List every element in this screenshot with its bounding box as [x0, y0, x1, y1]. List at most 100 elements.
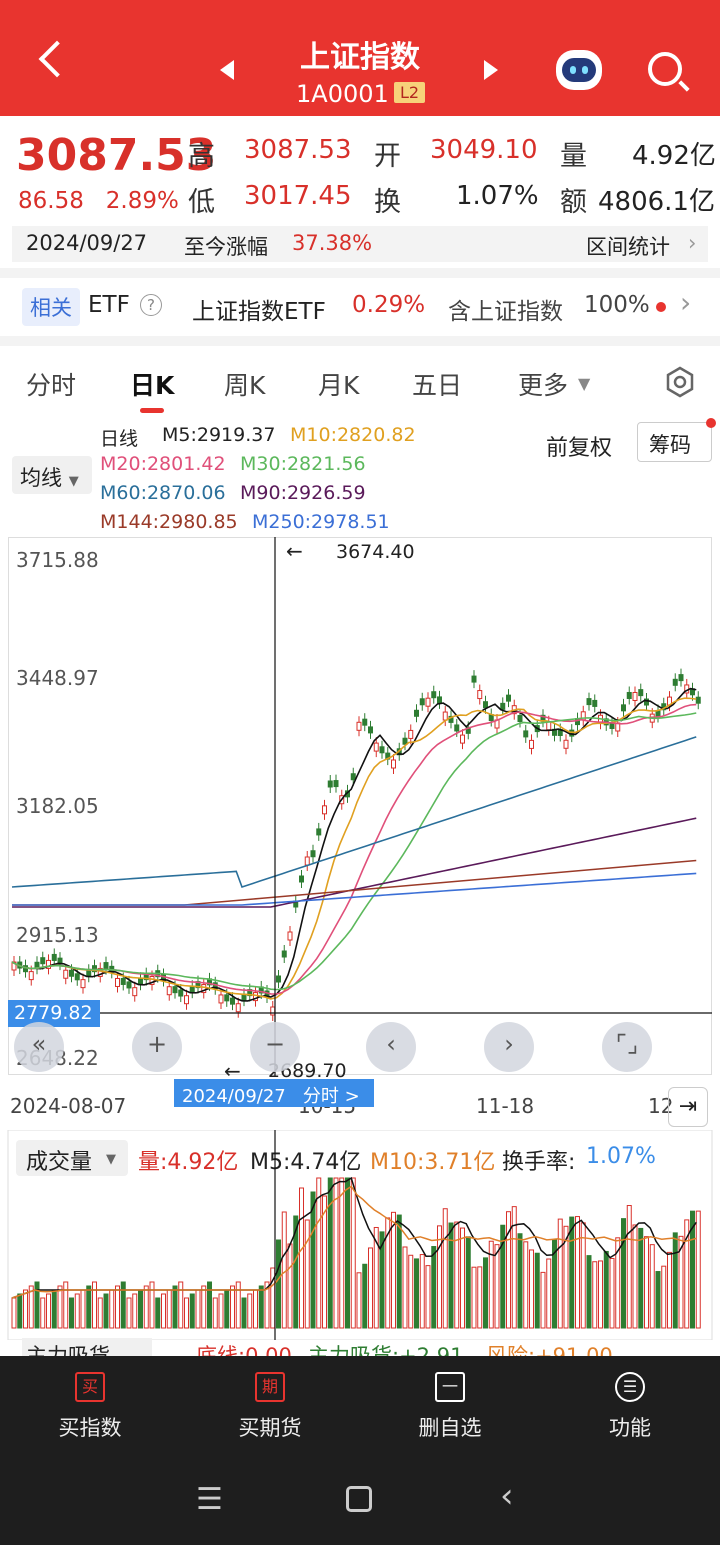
turnover-label: 换: [374, 187, 401, 218]
dot-icon: [656, 302, 666, 312]
candle: [414, 709, 419, 717]
cursor-date-pill[interactable]: 2024/09/27 分时 >: [174, 1079, 374, 1107]
candle: [695, 696, 701, 704]
tab-daily-k[interactable]: 日K: [130, 371, 175, 400]
futures-icon: 期: [255, 1372, 285, 1402]
y-tick: 2915.13: [16, 923, 99, 947]
chip-button[interactable]: 筹码: [637, 422, 712, 462]
volume-bar: [684, 1219, 690, 1329]
kline-chart[interactable]: [0, 537, 720, 1077]
period-tabs: 分时 日K 周K 月K 五日 更多 ▼: [0, 352, 720, 414]
volume-bar: [517, 1233, 523, 1329]
volume-bar: [120, 1281, 126, 1329]
volume-bar: [126, 1297, 132, 1329]
tab-monthly-k[interactable]: 月K: [318, 371, 360, 400]
candle: [299, 875, 304, 883]
candle: [63, 969, 69, 979]
home-nav-icon[interactable]: [346, 1486, 372, 1512]
since-date-bar[interactable]: 2024/09/27 至今涨幅 37.38% 区间统计 ›: [12, 226, 708, 262]
contains-label: 含上证指数: [448, 299, 563, 325]
candle: [28, 971, 34, 981]
last-price: 3087.53: [16, 130, 217, 181]
since-label: 至今涨幅: [184, 235, 268, 259]
candle: [224, 994, 230, 1002]
volume-bar: [333, 1177, 339, 1329]
volume-bar: [92, 1281, 97, 1329]
volume-bar: [201, 1285, 207, 1329]
volume-bar: [471, 1266, 477, 1329]
y-tick: 3448.97: [16, 666, 99, 690]
volume-bar: [529, 1249, 534, 1329]
buy-futures-button[interactable]: 期 买期货: [200, 1372, 340, 1442]
volume-bar: [224, 1289, 230, 1329]
robot-assistant-icon[interactable]: [556, 50, 602, 90]
candle: [218, 994, 224, 1004]
level2-badge: L2: [394, 82, 426, 103]
interval-stats[interactable]: 区间统计: [586, 235, 670, 259]
candle: [126, 981, 132, 989]
scroll-right-button[interactable]: ›: [484, 1022, 534, 1072]
volume-indicator-button[interactable]: [16, 1140, 128, 1176]
candle: [235, 1003, 241, 1013]
volume-bar: [586, 1255, 592, 1329]
candle: [500, 702, 506, 710]
scroll-left-button[interactable]: ‹: [366, 1022, 416, 1072]
since-date: 2024/09/27: [26, 231, 148, 255]
open-value: 3049.10: [430, 135, 538, 165]
help-icon[interactable]: ?: [140, 294, 162, 316]
volume-chart[interactable]: [0, 1130, 720, 1340]
volume-bar: [327, 1177, 333, 1329]
volume-bar: [609, 1257, 615, 1329]
volume-bar: [74, 1293, 80, 1329]
volume-bar: [506, 1211, 511, 1329]
volume-bar: [557, 1218, 563, 1329]
candle: [132, 987, 138, 997]
search-icon[interactable]: [648, 52, 682, 86]
buy-icon: 买: [75, 1372, 105, 1402]
adjust-mode[interactable]: 前复权: [546, 436, 613, 461]
remove-watchlist-button[interactable]: 一 删自选: [380, 1372, 520, 1442]
tab-weekly-k[interactable]: 周K: [224, 371, 266, 400]
volume-bar: [408, 1254, 414, 1329]
ma-select-button[interactable]: 均线 ▼: [12, 456, 92, 494]
candle: [592, 699, 598, 707]
tab-intraday[interactable]: 分时: [26, 371, 77, 400]
fullscreen-button[interactable]: ⇥: [668, 1087, 708, 1127]
ma90-label: M90:2926.59: [240, 482, 366, 504]
kline-chart-frame[interactable]: [8, 537, 712, 1075]
amount-label: 额: [560, 187, 587, 218]
menu-nav-icon[interactable]: ☰: [196, 1482, 223, 1517]
tab-five-day[interactable]: 五日: [412, 371, 463, 400]
volume-bar: [414, 1258, 419, 1329]
ma10-label: M10:2820.82: [290, 424, 416, 446]
cursor-date: 2024/09/27: [182, 1086, 286, 1107]
back-nav-icon[interactable]: ‹: [500, 1476, 514, 1516]
volume-bar: [109, 1289, 115, 1329]
fit-button[interactable]: ⌜⌟: [602, 1022, 652, 1072]
candle: [253, 992, 258, 1002]
chevron-right-icon: ›: [680, 286, 692, 319]
bottom-toolbar: 买 买指数 期 买期货 一 删自选 ☰ 功能: [0, 1356, 720, 1545]
functions-label: 功能: [609, 1416, 651, 1440]
zoom-left-button[interactable]: «: [14, 1022, 64, 1072]
volume-bar: [247, 1293, 253, 1329]
related-etf-row[interactable]: 相关 ETF ? 上证指数ETF 0.29% 含上证指数 100% ›: [0, 282, 720, 336]
intraday-link[interactable]: 分时 >: [302, 1086, 360, 1107]
zoom-in-button[interactable]: +: [132, 1022, 182, 1072]
volume-bar: [69, 1297, 74, 1329]
buy-index-button[interactable]: 买 买指数: [20, 1372, 160, 1442]
next-stock-icon[interactable]: [484, 60, 498, 80]
settings-icon[interactable]: [664, 366, 696, 398]
ma-line: [11, 736, 697, 889]
volume-bar: [97, 1297, 103, 1329]
candle: [166, 986, 172, 996]
candle: [92, 965, 97, 973]
tab-more[interactable]: 更多: [518, 371, 569, 400]
candle: [322, 805, 327, 815]
candle: [672, 678, 678, 686]
zoom-out-button[interactable]: −: [250, 1022, 300, 1072]
functions-button[interactable]: ☰ 功能: [560, 1372, 700, 1442]
etf-label: ETF: [88, 292, 130, 318]
chevron-left-icon: ‹: [386, 1030, 396, 1058]
prev-stock-icon[interactable]: [220, 60, 234, 80]
